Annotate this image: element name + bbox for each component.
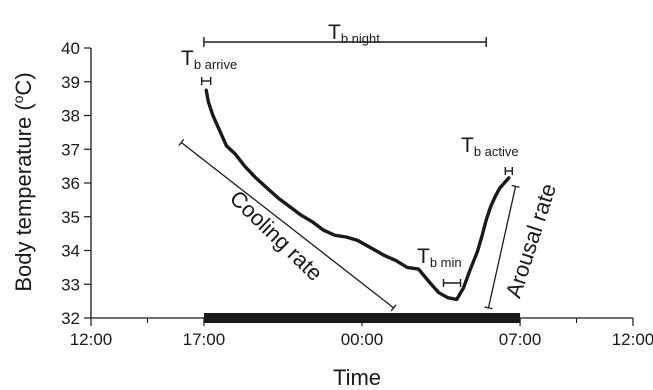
x-tick-label: 00:00 bbox=[341, 330, 384, 349]
cooling-rate-label: Cooling rate bbox=[225, 185, 328, 285]
y-tick-label: 38 bbox=[61, 107, 80, 126]
y-axis-title-unit: C) bbox=[11, 72, 36, 95]
y-tick-label: 33 bbox=[61, 275, 80, 294]
y-tick-label: 40 bbox=[61, 39, 80, 58]
y-tick-label: 35 bbox=[61, 208, 80, 227]
tb-active-main: T bbox=[461, 134, 474, 157]
y-tick-label: 32 bbox=[61, 309, 80, 328]
arousal-rate-label: Arousal rate bbox=[501, 180, 561, 301]
x-ticks: 12:00 17:00 00:00 07:00 12:00 bbox=[70, 318, 653, 349]
x-axis-title: Time bbox=[333, 365, 381, 390]
tb-night-main: T bbox=[328, 21, 341, 44]
arousal-rate-line bbox=[487, 186, 517, 309]
tb-night-label: Tb night bbox=[328, 21, 380, 46]
tb-night-sub: b night bbox=[341, 31, 380, 46]
arousal-rate-line-cap-start bbox=[484, 306, 493, 310]
tb-arrive-main: T bbox=[181, 47, 194, 70]
y-tick-label: 39 bbox=[61, 73, 80, 92]
annotations bbox=[178, 37, 520, 312]
cooling-rate-line-cap-end bbox=[390, 304, 397, 312]
x-tick-label: 07:00 bbox=[499, 330, 542, 349]
tb-arrive-sub: b arrive bbox=[194, 57, 237, 72]
y-tick-label: 36 bbox=[61, 174, 80, 193]
tb-min-sub: b min bbox=[430, 255, 462, 270]
y-axis-title-sup: o bbox=[10, 95, 26, 103]
tb-min-label: Tb min bbox=[417, 245, 462, 270]
y-tick-label: 34 bbox=[61, 242, 80, 261]
cooling-rate-line-cap-start bbox=[178, 138, 185, 147]
tb-arrive-label: Tb arrive bbox=[181, 47, 237, 72]
y-axis-title-main: Body temperature ( bbox=[11, 103, 36, 292]
arousal-rate-line-cap-end bbox=[511, 184, 520, 188]
x-tick-label: 12:00 bbox=[70, 330, 113, 349]
y-axis-title: Body temperature (oC) bbox=[10, 72, 36, 291]
x-tick-label: 12:00 bbox=[612, 330, 653, 349]
tb-min-main: T bbox=[417, 245, 430, 268]
y-tick-label: 37 bbox=[61, 140, 80, 159]
tb-active-label: Tb active bbox=[461, 134, 519, 159]
y-ticks: 32 33 34 35 36 37 38 39 40 bbox=[61, 39, 91, 328]
tb-active-sub: b active bbox=[474, 144, 519, 159]
series-line bbox=[204, 88, 511, 302]
series-layer bbox=[204, 88, 511, 302]
x-tick-label: 17:00 bbox=[183, 330, 226, 349]
cooling-rate-line bbox=[180, 141, 395, 309]
